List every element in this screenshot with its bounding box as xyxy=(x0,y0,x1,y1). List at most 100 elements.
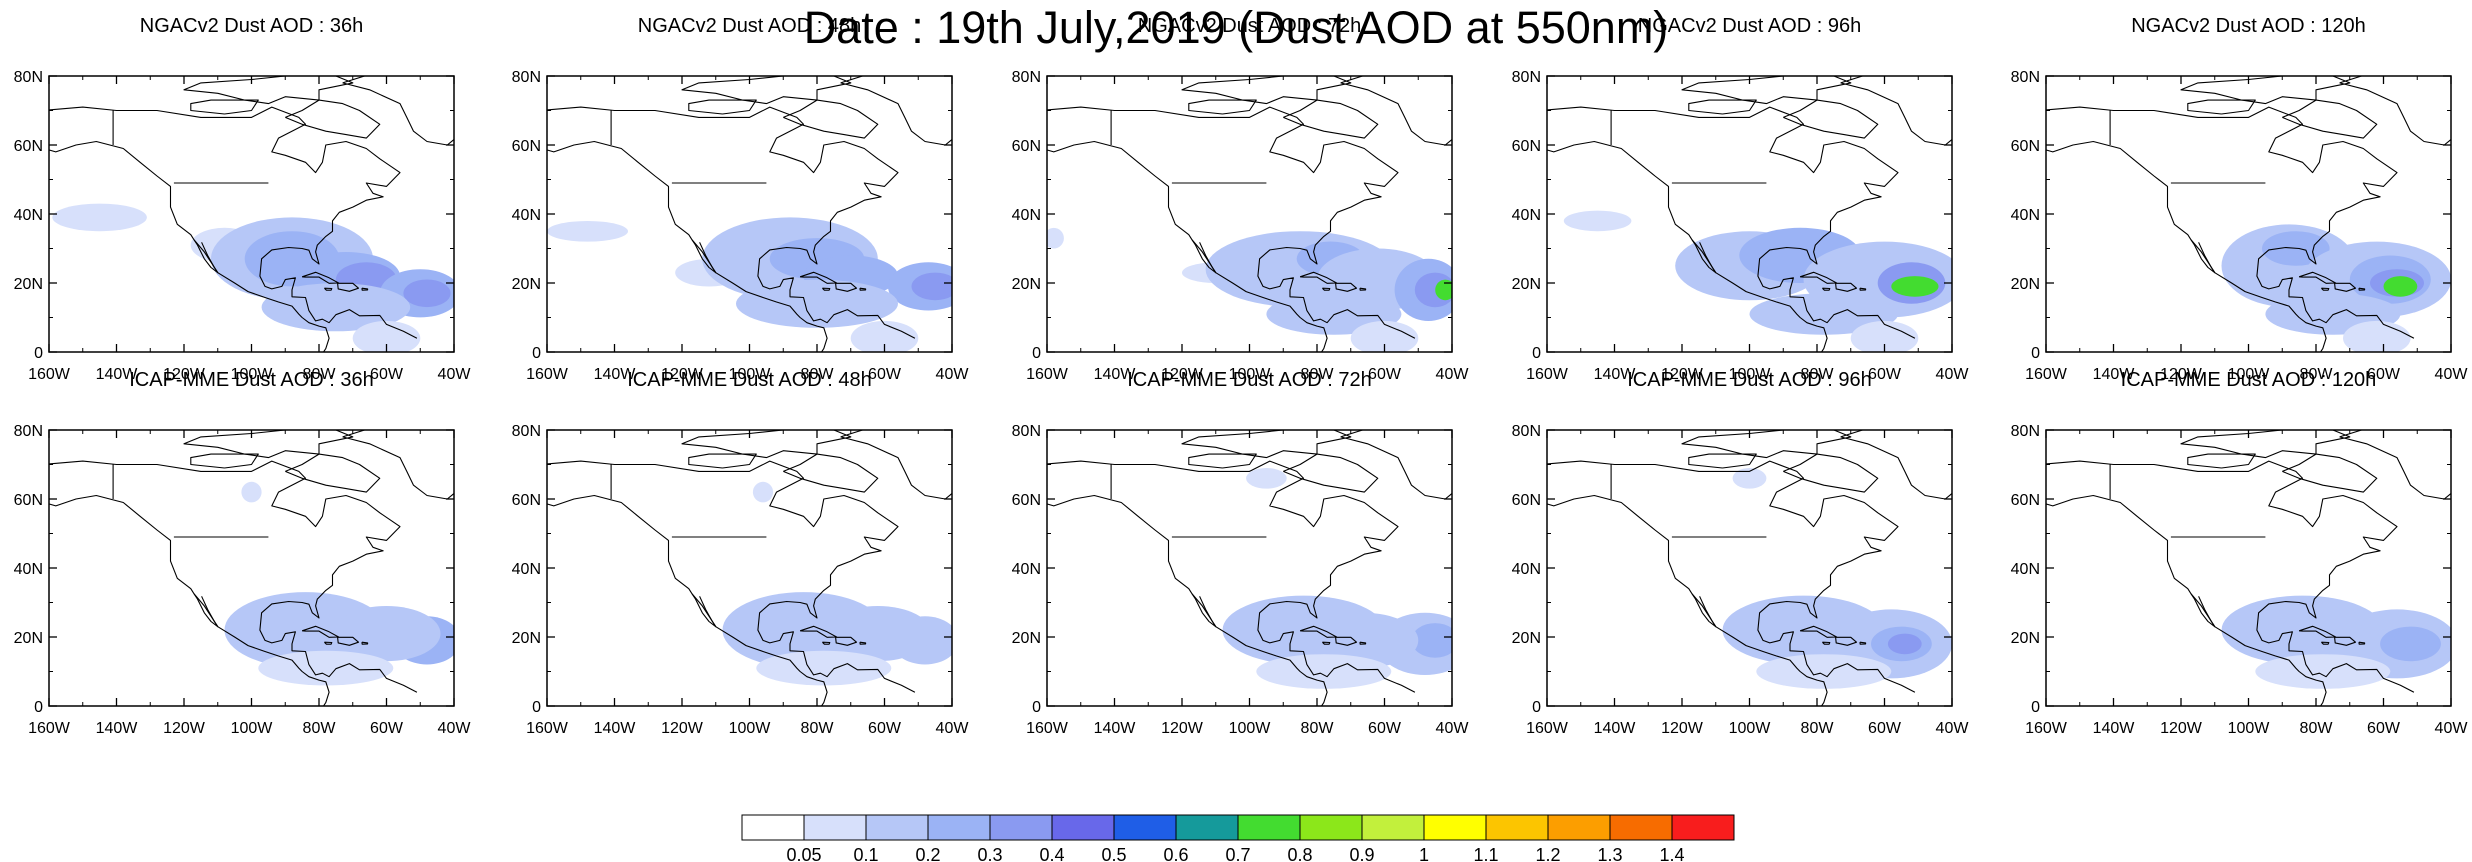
dust-aod-shading xyxy=(1749,293,1899,335)
lon-tick-label: 160W xyxy=(28,720,71,737)
coastline xyxy=(547,130,828,352)
map-plot: 80N 60N 40N 20N 0 160W 140W 120W 100W 80W 60W 40W xyxy=(1512,423,1970,737)
lon-tick-label: 40W xyxy=(1936,366,1970,383)
coastline xyxy=(681,430,852,459)
dust-aod-shading xyxy=(1256,654,1392,689)
lon-tick-label: 160W xyxy=(1026,720,1069,737)
coastline xyxy=(1359,641,1367,645)
lon-tick-label: 60W xyxy=(370,720,404,737)
lon-tick-label: 60W xyxy=(1868,366,1902,383)
lat-tick-label: 60N xyxy=(1512,138,1541,155)
coastline xyxy=(1547,460,1916,693)
coastline xyxy=(2334,636,2357,646)
lat-tick-label: 80N xyxy=(512,423,541,440)
colorbar-swatch xyxy=(1547,814,1611,841)
lon-tick-label: 40W xyxy=(2435,720,2469,737)
panel-title: NGACv2 Dust AOD : 96h xyxy=(1637,15,1862,37)
lon-tick-label: 80W xyxy=(2300,720,2334,737)
colorbar-label: 0.9 xyxy=(1349,845,1374,862)
dust-aod-shading xyxy=(1732,468,1767,489)
coastline xyxy=(1691,593,1717,628)
coastline xyxy=(2321,641,2330,645)
panel-title: NGACv2 Dust AOD : 120h xyxy=(2131,15,2366,37)
coastline xyxy=(1547,484,1828,706)
lon-tick-label: 140W xyxy=(1594,366,1637,383)
coastline xyxy=(1340,430,1452,500)
lat-tick-label: 60N xyxy=(1012,492,1041,509)
dust-aod-shading xyxy=(1887,633,1922,655)
coastline xyxy=(783,99,879,139)
lon-tick-label: 120W xyxy=(2160,720,2203,737)
coastline xyxy=(799,271,838,284)
coastline xyxy=(2339,430,2451,500)
dust-aod-shading xyxy=(1047,227,1064,249)
lat-tick-label: 20N xyxy=(14,276,43,293)
coastline xyxy=(2046,460,2415,693)
dust-aod-shading xyxy=(911,272,952,301)
lon-tick-label: 40W xyxy=(1936,720,1970,737)
colorbar-label: 0.2 xyxy=(915,845,940,862)
lon-tick-label: 60W xyxy=(868,720,902,737)
lon-tick-label: 60W xyxy=(1368,366,1402,383)
coastline xyxy=(2180,76,2351,105)
lat-tick-label: 40N xyxy=(14,561,43,578)
lon-tick-label: 100W xyxy=(1729,366,1772,383)
lat-tick-label: 20N xyxy=(2011,630,2040,647)
lat-tick-label: 0 xyxy=(2031,345,2040,362)
lon-tick-label: 60W xyxy=(1868,720,1902,737)
lat-tick-label: 0 xyxy=(1032,345,1041,362)
dust-aod-shading xyxy=(547,221,628,242)
colorbar-label: 0.1 xyxy=(853,845,878,862)
lat-tick-label: 0 xyxy=(532,699,541,716)
coastline xyxy=(835,282,858,292)
coastline xyxy=(1681,430,1852,459)
lat-tick-label: 60N xyxy=(1012,138,1041,155)
map-plot: 80N 60N 40N 20N 0 160W 140W 120W 100W 80W 60W 40W xyxy=(512,423,970,737)
coastline xyxy=(183,76,354,105)
dust-aod-shading xyxy=(1563,210,1632,232)
coastline xyxy=(1681,76,1852,105)
coastline xyxy=(2046,484,2327,706)
coastline xyxy=(285,99,381,139)
colorbar-swatch xyxy=(865,814,929,841)
coastline xyxy=(1047,460,1416,693)
dust-aod-shading xyxy=(756,650,892,686)
lon-tick-label: 140W xyxy=(594,720,637,737)
coastline xyxy=(2298,625,2337,638)
lon-tick-label: 100W xyxy=(2228,366,2271,383)
lat-tick-label: 80N xyxy=(1012,69,1041,86)
lat-tick-label: 80N xyxy=(512,69,541,86)
coastline xyxy=(193,593,219,628)
lat-tick-label: 0 xyxy=(2031,699,2040,716)
coastline xyxy=(342,76,454,146)
coastline xyxy=(2046,130,2327,352)
coastline xyxy=(822,287,831,291)
coastline xyxy=(361,641,369,645)
coastline xyxy=(337,282,360,292)
map-plot: 80N 60N 40N 20N 0 160W 140W 120W 100W 80W 60W 40W xyxy=(14,69,472,383)
coastline xyxy=(688,99,757,115)
coastline xyxy=(859,641,867,645)
dust-aod-shading xyxy=(241,481,262,503)
coastline xyxy=(183,430,354,459)
lon-tick-label: 100W xyxy=(231,366,274,383)
map-plot: 80N 60N 40N 20N 0 160W 140W 120W 100W 80W 60W 40W xyxy=(1012,423,1470,737)
lon-tick-label: 40W xyxy=(1436,366,1470,383)
coastline xyxy=(1783,99,1879,139)
coastline xyxy=(1547,106,1916,339)
coastline xyxy=(2339,76,2451,146)
coastline xyxy=(1283,99,1379,139)
lon-tick-label: 120W xyxy=(661,720,704,737)
dust-aod-shading xyxy=(823,606,932,662)
dust-aod-shading xyxy=(2255,654,2391,689)
panel-title: ICAP-MME Dust AOD : 120h xyxy=(2120,369,2377,391)
map-panel: ICAP-MME Dust AOD : 96h 80N 60N 40N 20N 0 160W… xyxy=(1498,354,1970,784)
coastline xyxy=(2358,287,2366,291)
coastline xyxy=(2282,99,2378,139)
lat-tick-label: 20N xyxy=(2011,276,2040,293)
dust-aod-shading xyxy=(2380,626,2441,662)
lon-tick-label: 40W xyxy=(2435,366,2469,383)
coastline xyxy=(1335,636,1358,646)
dust-aod-shading xyxy=(756,599,797,620)
coastline xyxy=(337,636,360,646)
